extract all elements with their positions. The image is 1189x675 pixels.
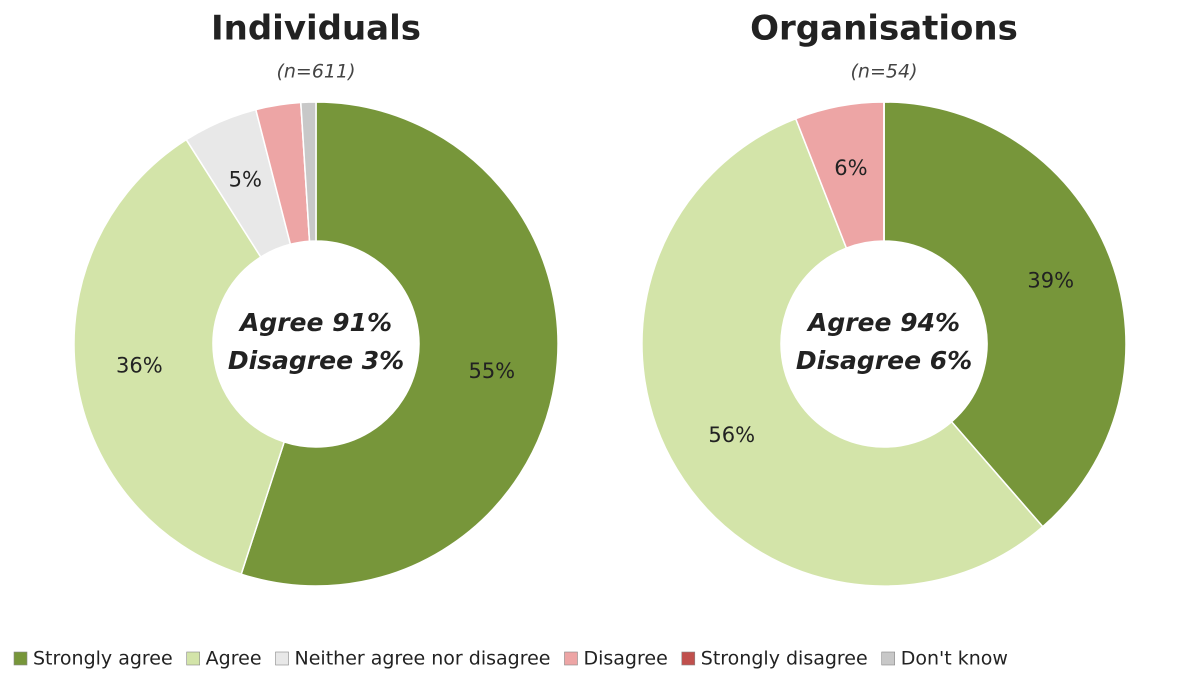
legend-label: Don't know [901,648,1008,670]
chart-title: Organisations [750,9,1018,49]
data-label: 56% [708,423,755,447]
slice [300,101,317,242]
center-annotation: Agree 94% [806,308,960,337]
legend-label: Agree [206,648,262,670]
center-annotation: Agree 91% [238,308,392,337]
legend-swatch [564,651,578,666]
data-label: 55% [468,359,515,383]
legend-swatch [881,651,896,666]
slice [240,101,559,587]
slice [883,101,1127,528]
legend-swatch [275,651,289,666]
center-annotation: Disagree 3% [228,346,404,375]
center-annotation: Disagree 6% [796,346,972,375]
slice [641,117,1044,587]
chart-subtitle: (n=611) [276,61,355,83]
slice [73,138,286,576]
chart-subtitle: (n=54) [851,61,918,83]
data-label: 39% [1027,269,1074,293]
legend-label: Neither agree nor disagree [295,648,551,670]
chart-title: Individuals [211,9,421,49]
legend-label: Disagree [583,648,667,670]
data-label: 36% [116,353,163,377]
legend-label: Strongly agree [33,648,173,670]
legend-swatch [186,651,200,666]
legend-swatch [681,651,696,666]
data-label: 5% [229,168,262,192]
legend-label: Strongly disagree [701,648,868,670]
data-label: 6% [834,156,867,180]
legend-swatch [13,651,28,666]
